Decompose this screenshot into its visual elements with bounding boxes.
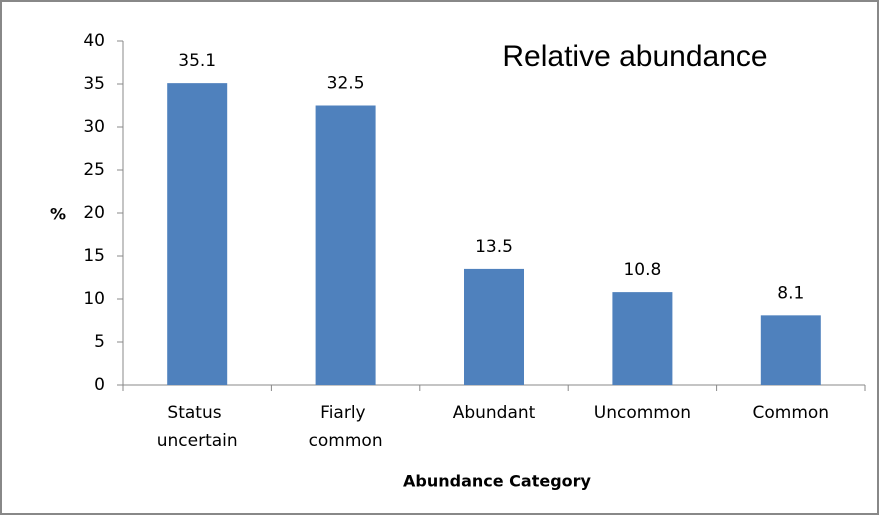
bar — [612, 292, 673, 385]
x-tick-label: Fiarly common — [309, 403, 383, 451]
bar — [167, 83, 228, 385]
data-label: 35.1 — [178, 51, 216, 71]
y-tick-label: 25 — [83, 160, 105, 180]
x-axis-label: Abundance Category — [403, 472, 592, 491]
data-label: 10.8 — [623, 260, 661, 280]
x-tick-label: Abundant — [453, 403, 536, 423]
y-tick-label: 15 — [83, 246, 105, 266]
data-label: 8.1 — [777, 283, 804, 303]
y-axis-label: % — [50, 205, 66, 224]
bar — [464, 268, 524, 385]
y-tick-label: 0 — [94, 375, 105, 395]
data-label: 32.5 — [327, 74, 365, 94]
y-tick-label: 30 — [83, 117, 105, 137]
y-tick-label: 5 — [94, 332, 105, 352]
y-tick-label: 20 — [83, 203, 105, 223]
x-tick-label: Status uncertain — [157, 403, 238, 451]
y-tick-label: 40 — [83, 31, 105, 51]
bar — [760, 315, 821, 385]
bar — [315, 105, 376, 385]
x-tick-label: Common — [753, 403, 830, 423]
x-tick-label: Uncommon — [594, 403, 691, 423]
y-tick-label: 35 — [83, 74, 105, 94]
data-label: 13.5 — [475, 237, 513, 257]
y-tick-label: 10 — [83, 289, 105, 309]
chart-title: Relative abundance — [502, 40, 767, 73]
